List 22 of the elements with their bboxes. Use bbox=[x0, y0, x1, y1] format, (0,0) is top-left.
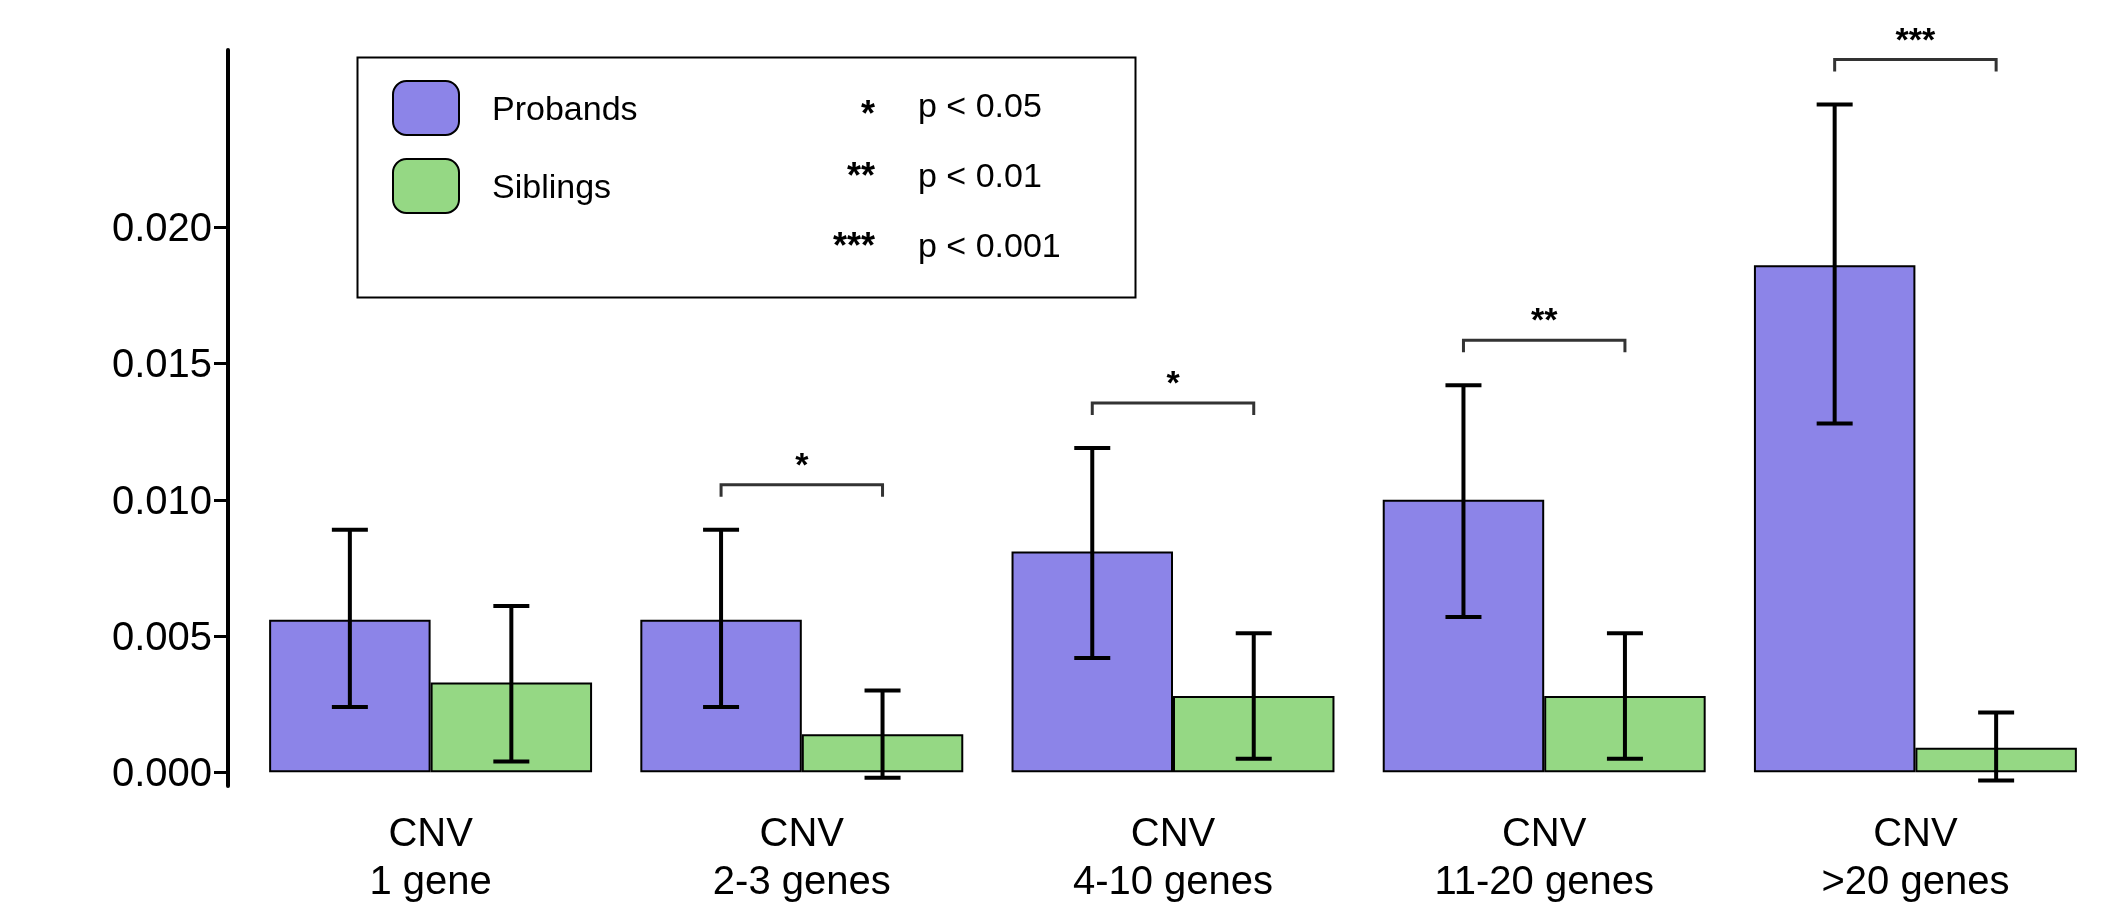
legend-label: Probands bbox=[492, 89, 638, 127]
annotation: * bbox=[795, 444, 810, 483]
y-tick-label: 0.000 bbox=[111, 750, 212, 795]
annotation: *** bbox=[832, 224, 875, 266]
x-tick-label: CNV 1 gene bbox=[369, 810, 492, 902]
annotation: ** bbox=[846, 154, 875, 196]
y-tick-label: 0.020 bbox=[111, 205, 212, 250]
annotation: *** bbox=[1895, 19, 1937, 58]
x-tick-label: CNV 4-10 genes bbox=[1072, 810, 1274, 902]
legend-label: Siblings bbox=[492, 167, 612, 205]
x-tick-label: CNV >20 genes bbox=[1821, 810, 2010, 902]
annotation: * bbox=[1166, 362, 1181, 401]
x-tick-label: CNV 2-3 genes bbox=[712, 810, 891, 902]
annotation: p < 0.001 bbox=[918, 226, 1061, 264]
y-tick-label: 0.010 bbox=[111, 477, 212, 522]
y-tick-label: 0.015 bbox=[111, 341, 212, 386]
y-tick-label: 0.005 bbox=[111, 614, 212, 659]
annotation: * bbox=[860, 92, 875, 134]
x-tick-label: CNV 11-20 genes bbox=[1434, 810, 1654, 902]
annotation: ** bbox=[1530, 300, 1559, 339]
annotation: p < 0.05 bbox=[918, 86, 1042, 124]
annotation: p < 0.01 bbox=[918, 156, 1042, 194]
